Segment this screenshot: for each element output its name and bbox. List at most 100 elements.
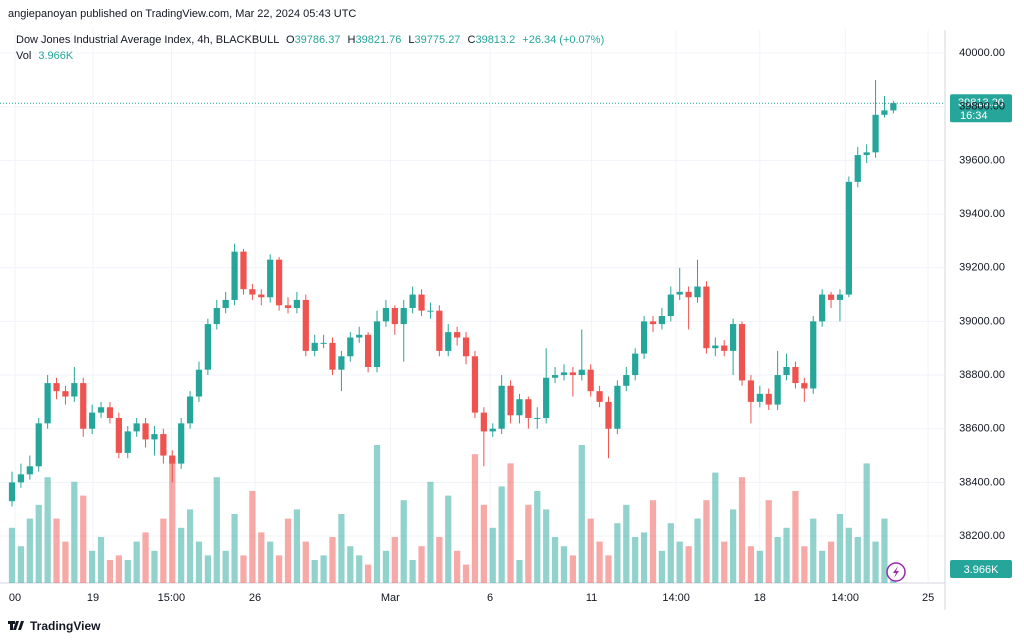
candle-body <box>142 423 149 440</box>
open-letter: O <box>286 34 295 46</box>
volume-bar <box>587 518 594 583</box>
candle-body <box>169 455 176 464</box>
close-value: 39813.2 <box>475 34 515 46</box>
candle-body <box>810 321 817 389</box>
volume-bar <box>667 523 674 583</box>
candle-body <box>222 299 229 308</box>
low-letter: L <box>408 34 414 46</box>
candle-body <box>80 383 87 429</box>
published-note: angiepanoyan published on TradingView.co… <box>8 8 356 20</box>
candle-body <box>71 383 78 397</box>
high-letter: H <box>348 34 356 46</box>
x-tick-label: 6 <box>487 592 493 604</box>
volume-bar <box>640 532 648 583</box>
volume-bar <box>480 504 487 583</box>
volume-bar <box>8 527 16 583</box>
volume-bar <box>178 527 185 583</box>
volume-bar <box>44 477 51 583</box>
volume-bar <box>471 454 479 583</box>
candle-body <box>863 152 870 156</box>
candle-body <box>284 305 292 308</box>
candle-body <box>258 294 265 298</box>
volume-bar <box>213 477 220 583</box>
low-value: 39775.27 <box>415 34 461 46</box>
x-tick-label: 15:00 <box>158 592 186 604</box>
volume-bar <box>320 555 327 583</box>
candle-body <box>53 383 60 392</box>
candle-body <box>854 155 861 182</box>
volume-bar <box>560 546 568 583</box>
candle-body <box>836 294 844 300</box>
volume-bar <box>53 518 60 583</box>
candle-body <box>560 372 568 376</box>
candle-body <box>694 286 701 298</box>
candle-body <box>338 356 345 370</box>
candle-body <box>507 385 514 416</box>
candle-body <box>881 110 888 115</box>
candle-body <box>703 286 710 349</box>
volume-bar <box>569 555 576 583</box>
volume-bar <box>106 560 114 583</box>
volume-bar <box>382 550 390 583</box>
volume-bar <box>819 550 826 583</box>
candle-body <box>747 380 755 402</box>
y-tick-label: 38800.00 <box>959 369 1005 381</box>
candle-body <box>391 307 398 325</box>
volume-bar <box>774 537 781 583</box>
candle-body <box>640 321 648 354</box>
volume-bar <box>142 532 149 583</box>
candle-body <box>489 428 496 432</box>
volume-bar <box>89 550 96 583</box>
footer-brand: TradingView <box>30 619 101 633</box>
candle-body <box>35 423 42 467</box>
volume-bar <box>293 509 301 583</box>
volume-bar <box>35 504 42 583</box>
x-tick-label: 18 <box>754 592 766 604</box>
candle-body <box>373 321 381 368</box>
candle-body <box>730 324 737 351</box>
volume-bar <box>17 546 25 583</box>
volume-bar <box>730 509 737 583</box>
volume-bar <box>623 504 630 583</box>
volume-bar <box>721 541 728 583</box>
volume-bar <box>712 472 719 583</box>
open-value: 39786.37 <box>295 34 341 46</box>
candle-body <box>231 251 238 300</box>
candle-body <box>534 417 541 419</box>
volume-bar <box>596 541 603 583</box>
candle-body <box>721 345 728 351</box>
candle-body <box>240 251 247 290</box>
volume-bar <box>26 518 33 583</box>
candle-body <box>89 412 96 429</box>
volume-bar <box>275 555 283 583</box>
candle-body <box>418 294 425 311</box>
candle-body <box>872 114 879 153</box>
candle-body <box>676 291 683 295</box>
candle-body <box>801 383 808 389</box>
x-tick-label: 14:00 <box>662 592 690 604</box>
volume-bar <box>186 509 194 583</box>
volume-bar <box>738 477 746 583</box>
volume-badge <box>950 560 1012 578</box>
candle-body <box>427 310 434 312</box>
last-price-label: 39813.20 <box>958 97 1004 109</box>
volume-bar <box>195 541 203 583</box>
volume-bar <box>97 537 105 583</box>
volume-legend: Vol 3.966K <box>16 50 74 62</box>
candle-body <box>445 332 452 351</box>
candle-body <box>462 337 470 357</box>
volume-bar <box>347 546 354 583</box>
volume-bar <box>810 518 817 583</box>
volume-bar <box>445 495 452 583</box>
volume-bar <box>356 555 363 583</box>
x-tick-label: 26 <box>249 592 261 604</box>
y-tick-label: 38400.00 <box>959 476 1005 488</box>
volume-bar <box>765 500 772 583</box>
volume-bar <box>80 495 87 583</box>
volume-bar <box>489 527 496 583</box>
volume-bar <box>614 523 621 583</box>
volume-bar <box>71 481 78 583</box>
candle-body <box>543 377 550 418</box>
volume-bar <box>462 564 470 583</box>
